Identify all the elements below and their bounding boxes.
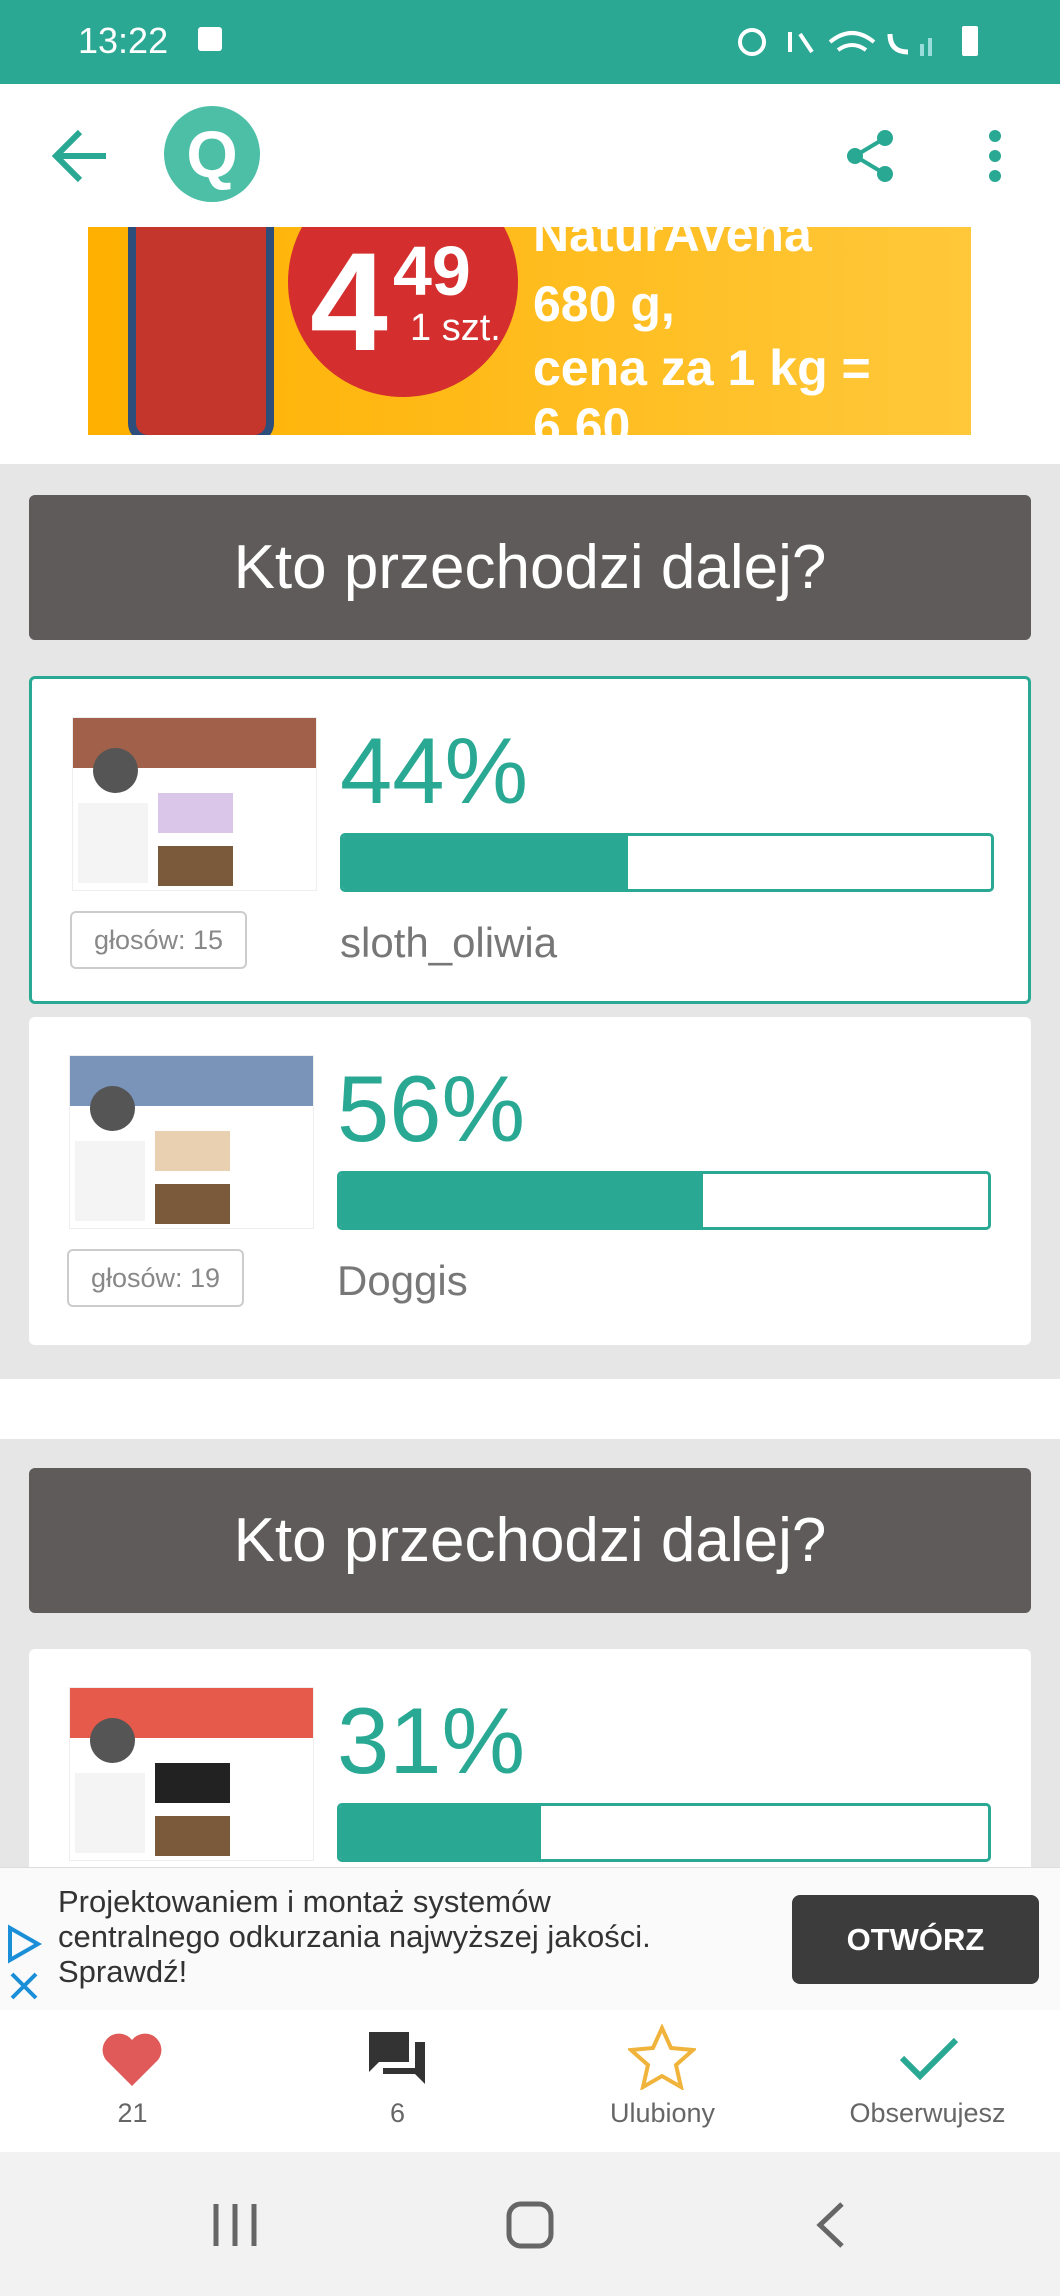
thumb-post [158,846,233,886]
progress-fill [343,836,629,889]
thumb-side [78,803,148,883]
option-name: sloth_oliwia [340,919,558,966]
back-button[interactable] [50,128,110,184]
thumbnail [69,1687,314,1861]
action-label: 6 [389,2098,406,2128]
ad-bar[interactable]: Projektowaniem i montaż systemów centraln… [0,1867,1060,2011]
poll-option[interactable]: głosów: 15 44% sloth_oliwia [29,676,1031,1004]
menu-button[interactable] [985,128,1005,184]
thumbnail [69,1055,314,1229]
share-button[interactable] [845,128,897,184]
thumb-side [75,1141,145,1221]
ad-text: Projektowaniem i montaż systemów centraln… [58,1884,651,1989]
brand: NaturAvena [533,227,812,262]
progress-bar [340,833,994,892]
like-icon[interactable] [100,2030,164,2088]
time: 13:22 [78,20,169,61]
thumb-post [158,793,233,833]
status-bar: 13:22 [0,0,1060,84]
price-cents: 49 [393,232,471,310]
jar [128,227,274,435]
comments-icon[interactable] [365,2028,429,2088]
nav-bar [0,2152,1060,2296]
thumb-post [155,1763,230,1803]
favorite-icon[interactable] [628,2024,696,2090]
percent: 31% [337,1688,526,1793]
option-name: Doggis [337,1257,468,1304]
thumb-avatar [90,1086,135,1131]
follow-icon[interactable] [898,2036,960,2080]
action-label: Ulubiony [609,2098,716,2128]
ad-line: Sprawdź! [58,1954,188,1989]
action-label: 21 [117,2098,148,2128]
price-per-kg: cena za 1 kg = 6,60 [533,340,871,435]
poll-option[interactable]: głosów: 19 56% Doggis [29,1017,1031,1345]
icon [198,27,222,51]
unit: 1 szt. [410,307,501,349]
progress-fill [340,1174,703,1227]
status-icons [738,26,978,56]
thumb-post [155,1131,230,1171]
weight: 680 g, [533,276,675,332]
thumb-post [155,1184,230,1224]
thumb-post [155,1816,230,1856]
ad-icons [8,1924,42,2000]
progress-bar [337,1171,991,1230]
action-bar: 21 6 Ulubiony Obserwujesz [0,2010,1060,2152]
thumb-side [75,1773,145,1853]
vote-count: głosów: 19 [67,1249,244,1307]
app-bar: Q [0,84,1060,227]
poll-title: Kto przechodzi dalej? [29,495,1031,640]
back-nav-button[interactable] [810,2200,850,2250]
recent-button[interactable] [210,2200,260,2250]
percent: 44% [340,718,529,823]
home-button[interactable] [505,2200,555,2250]
action-label: Obserwujesz [849,2098,1006,2128]
thumb-avatar [93,748,138,793]
progress-fill [340,1806,541,1859]
ad-banner[interactable]: 4 49 1 szt. NaturAvena 680 g, cena za 1 … [88,227,971,435]
ad-line: Projektowaniem i montaż systemów [58,1884,551,1919]
ad-line: centralnego odkurzania najwyższej jakośc… [58,1919,651,1954]
percent: 56% [337,1056,526,1161]
thumb-avatar [90,1718,135,1763]
vote-count: głosów: 15 [70,911,247,969]
logo[interactable]: Q [164,106,260,202]
thumbnail [72,717,317,891]
ad-button[interactable]: OTWÓRZ [792,1895,1039,1984]
price: 4 [310,227,388,380]
poll-title: Kto przechodzi dalej? [29,1468,1031,1613]
progress-bar [337,1803,991,1862]
